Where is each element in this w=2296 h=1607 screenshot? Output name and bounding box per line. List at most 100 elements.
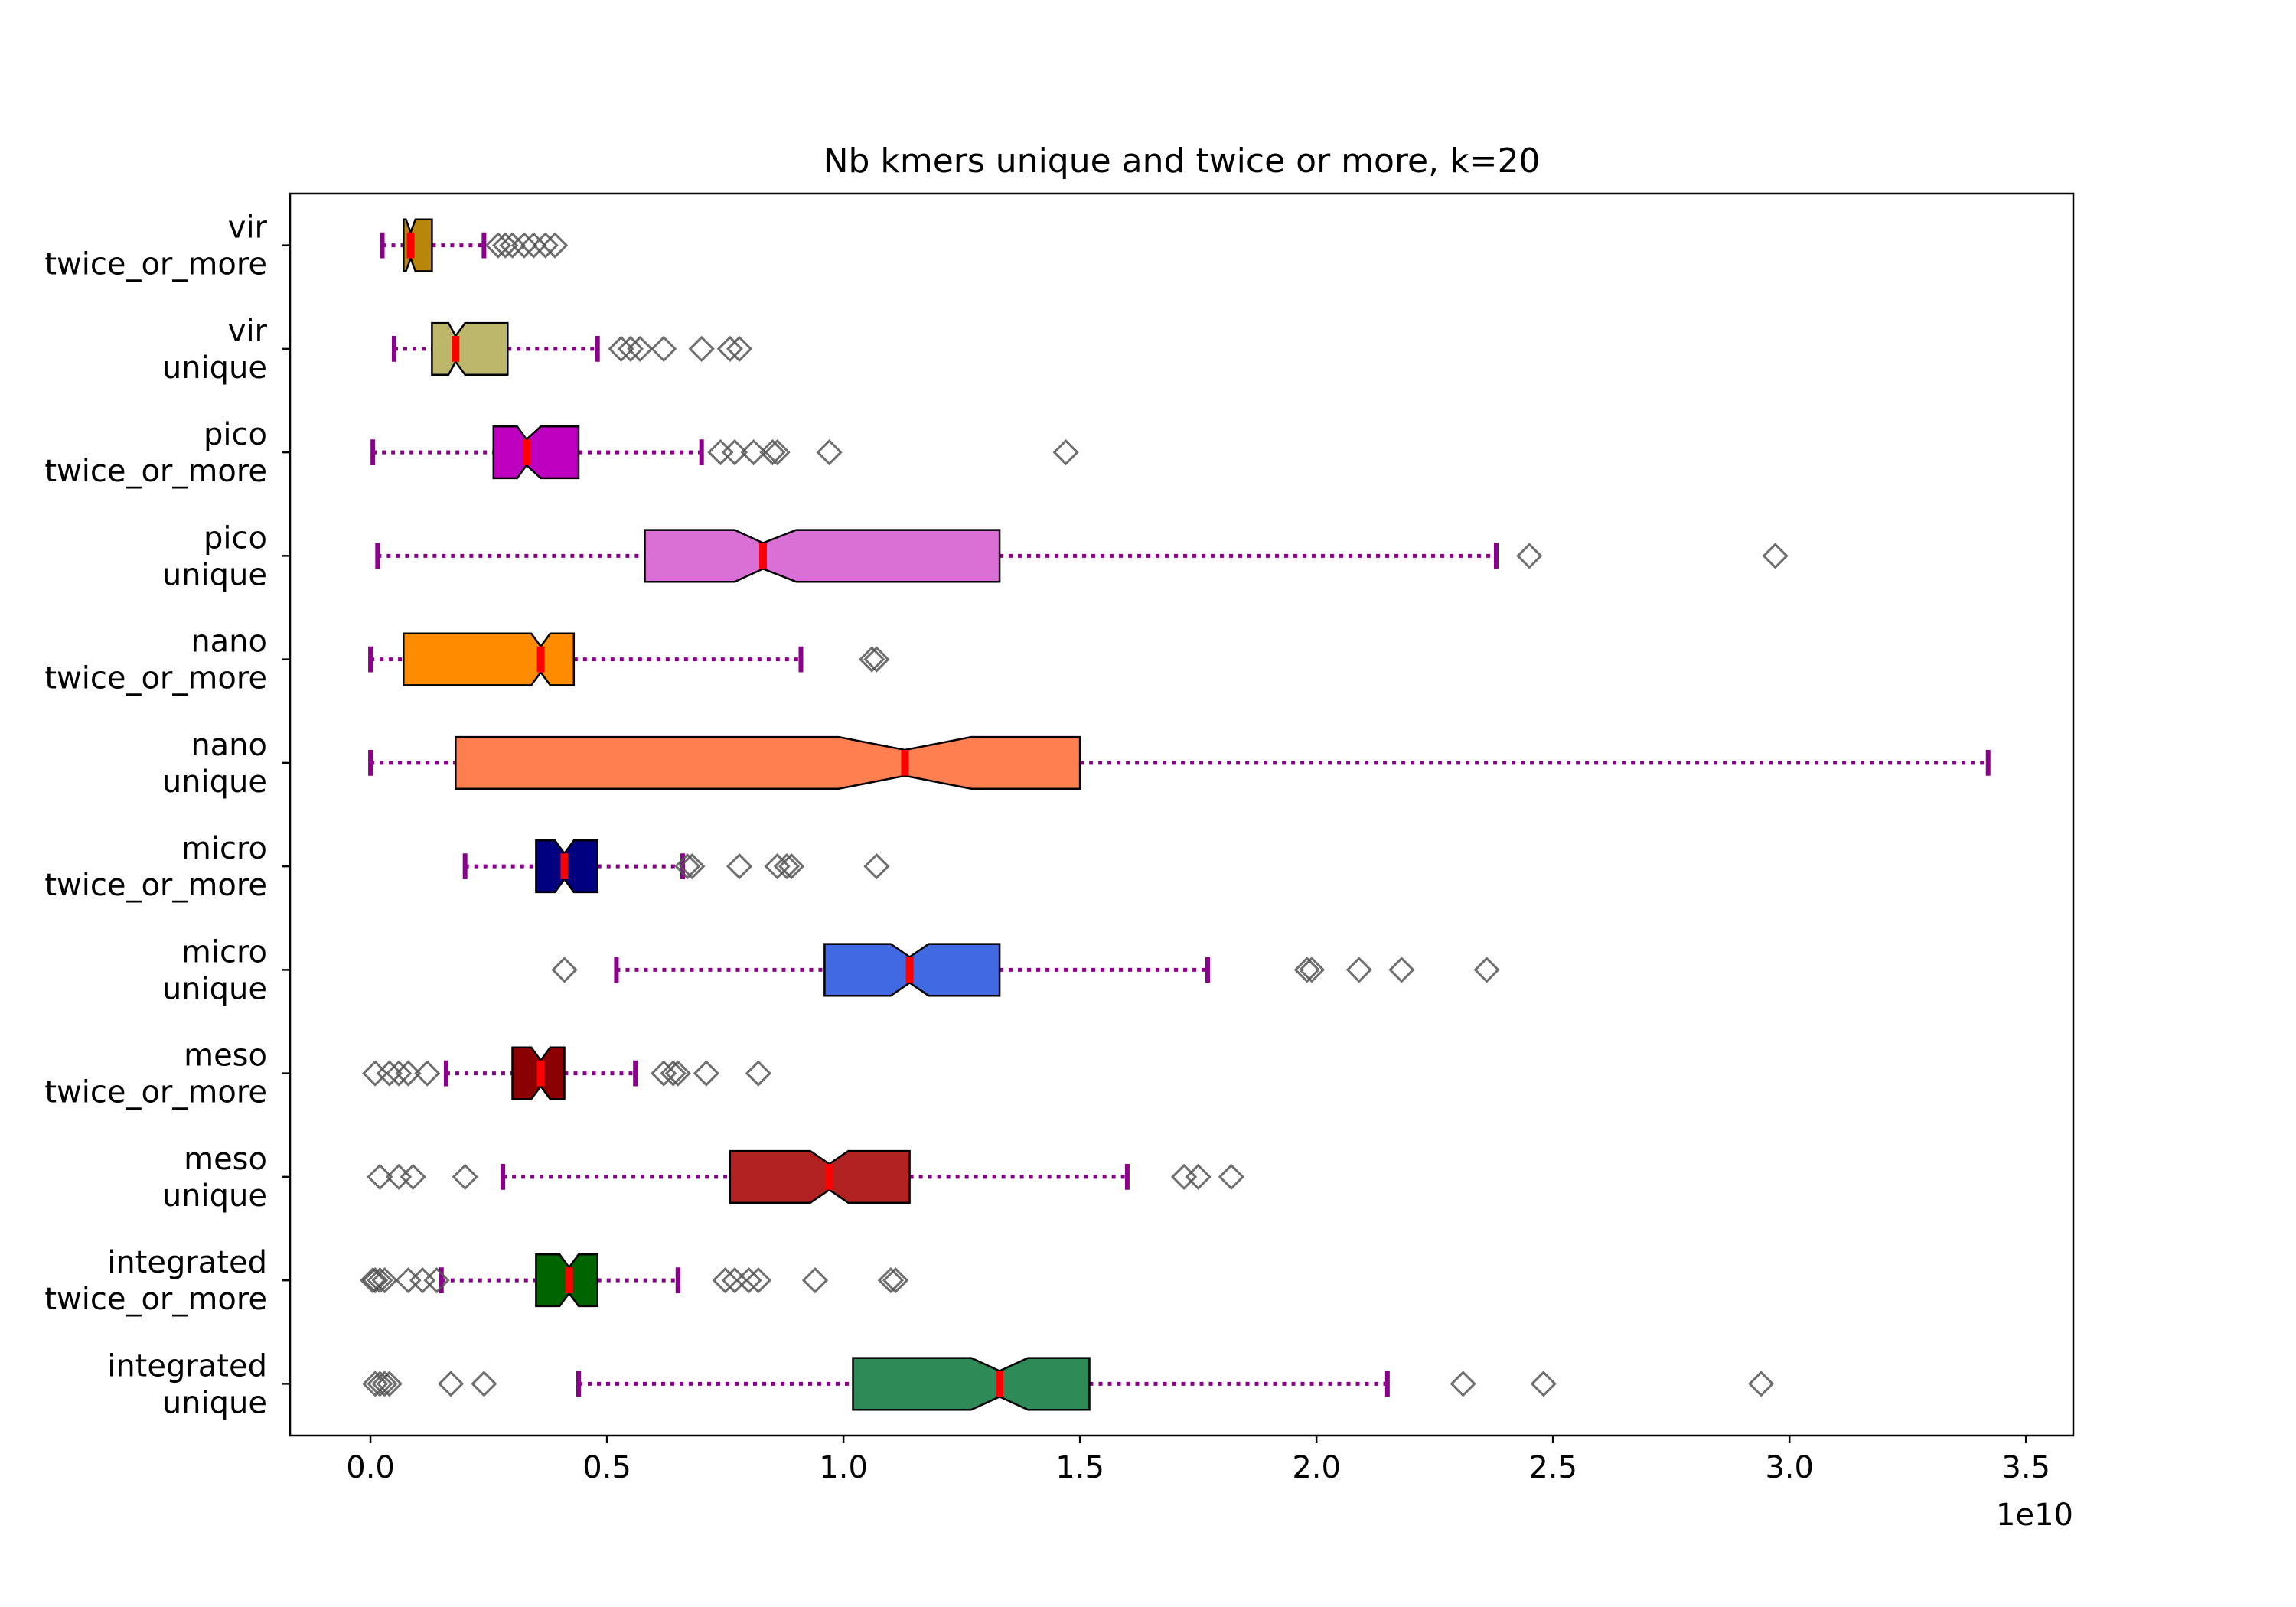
x-tick-label-3: 1.5 <box>1055 1450 1104 1485</box>
y-label-kind-6: twice_or_more <box>44 868 267 903</box>
outlier-6-0 <box>674 852 701 880</box>
box-group-10 <box>360 1253 909 1308</box>
outlier-10-9 <box>735 1266 762 1294</box>
outlier-0-1 <box>492 232 519 259</box>
box-group-1 <box>391 321 753 376</box>
outlier-1-0 <box>608 335 634 363</box>
y-label-kind-0: twice_or_more <box>44 247 267 282</box>
outlier-8-4 <box>414 1060 441 1087</box>
y-label-kind-10: twice_or_more <box>44 1282 267 1317</box>
outlier-10-11 <box>801 1266 829 1294</box>
y-label-group-2: pico <box>204 417 267 452</box>
outlier-6-1 <box>679 852 706 880</box>
outlier-4-0 <box>859 646 885 673</box>
box-group-0 <box>380 218 569 272</box>
outlier-7-5 <box>1473 957 1500 983</box>
box-5 <box>455 735 1081 790</box>
axes-frame <box>289 192 2075 1437</box>
outlier-3-1 <box>1762 543 1789 569</box>
y-label-group-11: integrated <box>107 1348 267 1384</box>
outlier-2-2 <box>740 438 767 466</box>
outlier-10-10 <box>745 1266 772 1294</box>
y-label-group-3: pico <box>204 520 267 556</box>
y-label-kind-11: unique <box>162 1385 267 1420</box>
outlier-1-4 <box>688 335 715 363</box>
outlier-11-1 <box>367 1371 393 1397</box>
y-label-kind-4: twice_or_more <box>44 661 267 696</box>
outlier-2-4 <box>764 438 791 466</box>
y-label-group-5: nano <box>191 728 267 763</box>
y-label-kind-2: twice_or_more <box>44 454 267 489</box>
x-tick-label-0: 0.0 <box>346 1450 395 1485</box>
outlier-0-3 <box>510 232 538 259</box>
y-label-group-4: nano <box>191 624 267 660</box>
box-group-2 <box>370 425 1079 480</box>
box-group-11 <box>362 1357 1775 1411</box>
outlier-2-1 <box>721 438 748 466</box>
outlier-8-7 <box>664 1060 691 1087</box>
outlier-0-2 <box>499 232 526 259</box>
outlier-6-5 <box>778 852 805 880</box>
outlier-10-13 <box>882 1266 909 1294</box>
outlier-1-2 <box>627 335 654 363</box>
outlier-1-1 <box>617 335 644 363</box>
outlier-6-6 <box>863 852 890 880</box>
box-1 <box>431 321 509 376</box>
outlier-11-3 <box>376 1371 403 1397</box>
outlier-11-6 <box>1450 1371 1476 1397</box>
outlier-9-5 <box>1185 1163 1212 1191</box>
y-label-kind-5: unique <box>162 764 267 800</box>
outlier-2-6 <box>1052 438 1079 466</box>
outlier-7-1 <box>1293 957 1320 983</box>
outlier-9-6 <box>1218 1163 1245 1191</box>
box-3 <box>644 529 1001 583</box>
outlier-9-3 <box>452 1163 478 1191</box>
outlier-1-5 <box>716 335 743 363</box>
x-axis: 0.0 0.5 1.0 1.5 2.0 2.5 3.0 3.5 <box>346 1436 2050 1485</box>
outlier-10-3 <box>371 1266 398 1294</box>
y-label-group-9: meso <box>184 1142 267 1177</box>
y-label-group-8: meso <box>184 1038 267 1074</box>
outlier-10-6 <box>423 1266 450 1294</box>
y-label-group-10: integrated <box>107 1245 267 1280</box>
box-group-8 <box>362 1046 772 1100</box>
outlier-0-6 <box>541 232 569 259</box>
outlier-7-2 <box>1298 957 1326 983</box>
x-tick-label-7: 3.5 <box>2001 1450 2050 1485</box>
box-2 <box>492 425 580 480</box>
x-tick-label-5: 2.5 <box>1528 1450 1577 1485</box>
y-label-kind-1: unique <box>162 350 267 386</box>
box-group-3 <box>375 529 1789 583</box>
outlier-0-5 <box>532 232 559 259</box>
box-4 <box>403 632 576 686</box>
outlier-8-9 <box>745 1060 772 1087</box>
outlier-3-0 <box>1516 543 1543 569</box>
y-label-kind-8: twice_or_more <box>44 1075 267 1110</box>
x-tick-label-1: 0.5 <box>582 1450 631 1485</box>
outlier-11-8 <box>1747 1371 1775 1397</box>
plot-area <box>360 218 1991 1411</box>
outlier-8-2 <box>385 1060 413 1087</box>
box-group-9 <box>367 1149 1245 1204</box>
y-label-kind-9: unique <box>162 1178 267 1214</box>
y-label-group-7: micro <box>181 934 267 970</box>
box-9 <box>729 1149 911 1204</box>
outlier-8-8 <box>693 1060 720 1087</box>
outlier-11-5 <box>471 1371 497 1397</box>
outlier-7-4 <box>1388 957 1415 983</box>
outlier-2-3 <box>759 438 786 466</box>
outlier-0-4 <box>520 232 547 259</box>
outlier-10-12 <box>877 1266 905 1294</box>
box-group-5 <box>368 735 1991 790</box>
box-group-7 <box>551 943 1500 997</box>
outlier-10-7 <box>712 1266 739 1294</box>
x-tick-label-2: 1.0 <box>819 1450 868 1485</box>
outlier-6-2 <box>726 852 753 880</box>
outlier-8-6 <box>660 1060 687 1087</box>
outlier-10-0 <box>360 1266 386 1294</box>
outlier-11-4 <box>437 1371 465 1397</box>
outlier-4-1 <box>863 646 890 673</box>
x-tick-label-4: 2.0 <box>1292 1450 1341 1485</box>
outlier-7-0 <box>551 957 578 983</box>
